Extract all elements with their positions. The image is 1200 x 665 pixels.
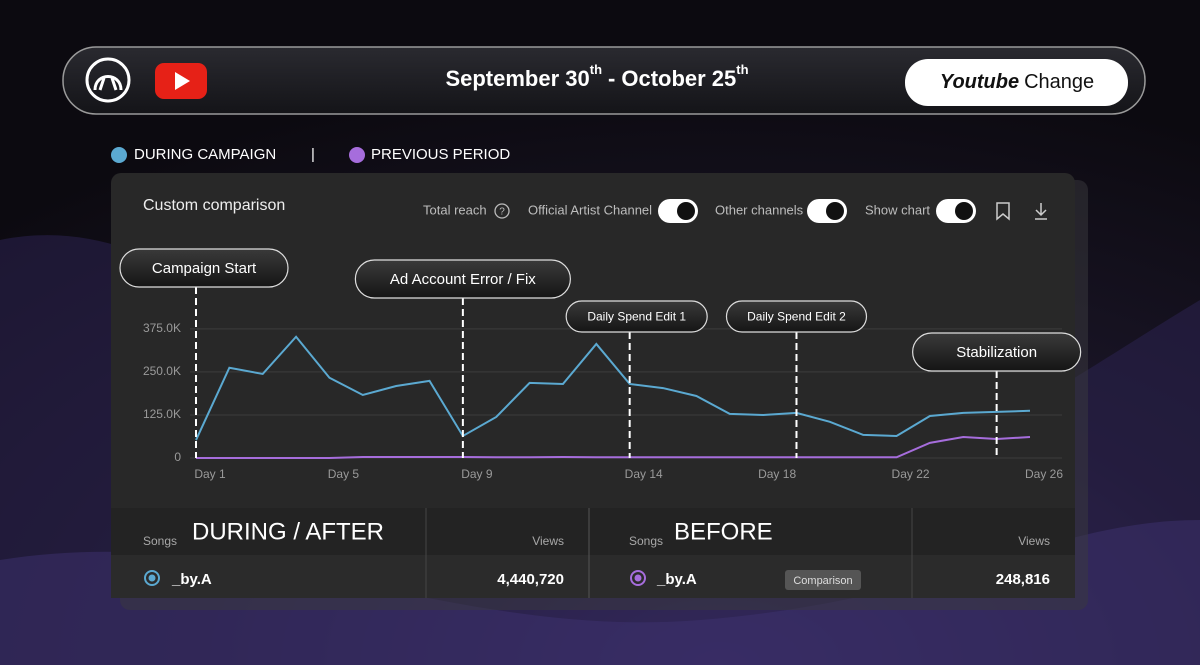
section-title: DURING / AFTER <box>192 518 384 545</box>
x-tick-label: Day 14 <box>625 467 663 481</box>
column-header: Songs <box>629 534 663 548</box>
x-tick-label: Day 18 <box>758 467 796 481</box>
toggle-knob[interactable] <box>955 202 973 220</box>
y-tick-label: 0 <box>174 450 181 464</box>
button-label[interactable]: Youtube Change <box>940 71 1094 93</box>
column-header: Songs <box>143 534 177 548</box>
control-label: Other channels <box>715 202 804 217</box>
date-range: September 30th - October 25th <box>445 62 748 90</box>
legend-label: DURING CAMPAIGN <box>134 146 276 163</box>
annotation-box <box>119 248 289 288</box>
annotation-label: Stabilization <box>956 344 1037 361</box>
annotation-box <box>565 300 708 333</box>
logo-mark <box>93 75 123 91</box>
column-header: Views <box>532 534 564 548</box>
date-end: October 25 <box>621 66 736 91</box>
x-tick-label: Day 1 <box>194 467 226 481</box>
help-icon[interactable] <box>494 203 510 219</box>
suffix: th <box>590 62 602 77</box>
toggle-knob[interactable] <box>677 202 695 220</box>
bookmark-icon[interactable] <box>996 202 1010 221</box>
radio[interactable] <box>144 570 160 586</box>
badge-label: Comparison <box>793 575 852 587</box>
x-tick-label: Day 26 <box>1025 467 1063 481</box>
suffix: th <box>736 62 748 77</box>
annotation-box <box>912 332 1082 372</box>
button-bold[interactable]: Youtube <box>940 71 1019 93</box>
table-header <box>111 508 1075 555</box>
panel <box>111 173 1075 598</box>
series-line <box>195 335 1031 441</box>
y-tick-label: 125.0K <box>143 407 181 421</box>
control-label: Show chart <box>865 202 930 217</box>
button-text[interactable]: Change <box>1024 71 1094 93</box>
legend-swatch <box>349 147 365 163</box>
x-tick-label: Day 5 <box>328 467 360 481</box>
legend-swatch <box>111 147 127 163</box>
wave <box>0 520 1200 665</box>
chart: 0 125.0K 250.0K 375.0K Day 1 Day 5 Day 9 Day 14… <box>119 248 1082 481</box>
views: 4,440,720 <box>497 571 564 588</box>
separator: - <box>608 66 615 91</box>
annotation-label: Campaign Start <box>152 260 257 277</box>
section-title: BEFORE <box>674 518 773 545</box>
date-start: September 30 <box>445 66 589 91</box>
x-tick-label: Day 9 <box>461 467 493 481</box>
download-icon[interactable] <box>1035 203 1047 220</box>
logo <box>85 57 131 103</box>
legend-separator: | <box>311 146 315 163</box>
toggle-knob[interactable] <box>826 202 844 220</box>
panel-title: Custom comparison <box>143 197 285 214</box>
song-name: _by.A <box>656 571 697 588</box>
radio-dot[interactable] <box>148 574 156 582</box>
badge <box>785 570 861 590</box>
youtube-play <box>175 72 190 90</box>
help-glyph[interactable]: ? <box>499 207 505 218</box>
radio[interactable] <box>630 570 646 586</box>
x-tick-label: Day 22 <box>892 467 930 481</box>
legend-label: PREVIOUS PERIOD <box>371 146 510 163</box>
control-label: Official Artist Channel <box>528 202 652 217</box>
control-label: Total reach <box>423 202 487 217</box>
header-bar <box>62 46 1146 115</box>
y-tick-label: 375.0K <box>143 321 181 335</box>
table-row <box>111 555 1075 598</box>
annotation-label: Daily Spend Edit 2 <box>747 310 846 324</box>
song-name: _by.A <box>171 571 212 588</box>
annotation-box <box>725 300 868 333</box>
annotation-box <box>354 259 571 299</box>
radio-dot[interactable] <box>634 574 642 582</box>
annotation-label: Ad Account Error / Fix <box>390 271 536 288</box>
change-button[interactable] <box>905 59 1128 106</box>
annotation-label: Daily Spend Edit 1 <box>587 310 686 324</box>
views: 248,816 <box>996 571 1050 588</box>
series-line <box>196 435 1031 459</box>
column-header: Views <box>1018 534 1050 548</box>
y-tick-label: 250.0K <box>143 364 181 378</box>
